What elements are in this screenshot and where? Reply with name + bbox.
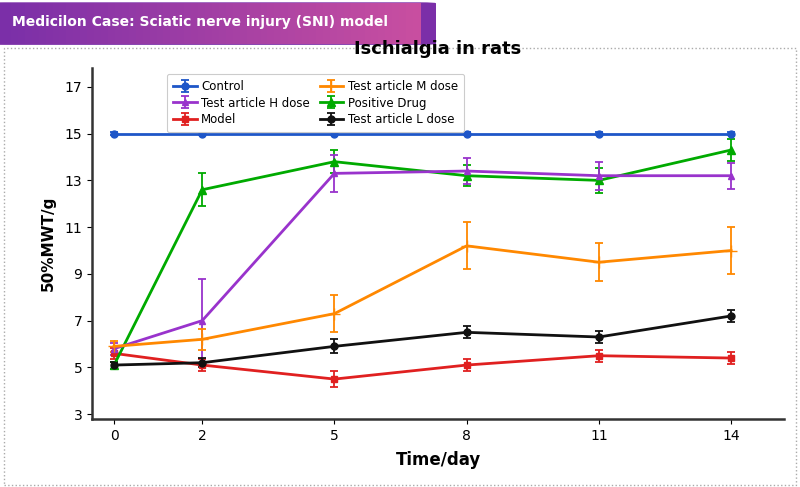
FancyBboxPatch shape <box>386 3 393 44</box>
FancyBboxPatch shape <box>365 3 372 44</box>
FancyBboxPatch shape <box>87 3 95 44</box>
Y-axis label: 50%MWT/g: 50%MWT/g <box>41 196 56 291</box>
FancyBboxPatch shape <box>330 3 338 44</box>
FancyBboxPatch shape <box>261 3 268 44</box>
FancyBboxPatch shape <box>184 3 192 44</box>
FancyBboxPatch shape <box>350 3 358 44</box>
FancyBboxPatch shape <box>32 3 39 44</box>
FancyBboxPatch shape <box>157 3 164 44</box>
FancyBboxPatch shape <box>163 3 171 44</box>
FancyBboxPatch shape <box>282 3 289 44</box>
FancyBboxPatch shape <box>178 3 185 44</box>
FancyBboxPatch shape <box>392 3 400 44</box>
FancyBboxPatch shape <box>344 3 351 44</box>
FancyBboxPatch shape <box>399 3 407 44</box>
FancyBboxPatch shape <box>316 3 324 44</box>
FancyBboxPatch shape <box>18 3 26 44</box>
FancyBboxPatch shape <box>274 3 282 44</box>
FancyBboxPatch shape <box>94 3 102 44</box>
FancyBboxPatch shape <box>226 3 234 44</box>
FancyBboxPatch shape <box>80 3 88 44</box>
FancyBboxPatch shape <box>233 3 241 44</box>
FancyBboxPatch shape <box>371 3 379 44</box>
FancyBboxPatch shape <box>115 3 122 44</box>
FancyBboxPatch shape <box>205 3 213 44</box>
FancyBboxPatch shape <box>25 3 33 44</box>
FancyBboxPatch shape <box>246 3 254 44</box>
FancyBboxPatch shape <box>122 3 130 44</box>
FancyBboxPatch shape <box>129 3 137 44</box>
FancyBboxPatch shape <box>38 3 46 44</box>
FancyBboxPatch shape <box>53 3 60 44</box>
FancyBboxPatch shape <box>254 3 262 44</box>
FancyBboxPatch shape <box>4 3 12 44</box>
FancyBboxPatch shape <box>295 3 303 44</box>
FancyBboxPatch shape <box>219 3 226 44</box>
FancyBboxPatch shape <box>302 3 310 44</box>
FancyBboxPatch shape <box>337 3 345 44</box>
FancyBboxPatch shape <box>108 3 116 44</box>
FancyBboxPatch shape <box>150 3 158 44</box>
Legend: Control, Test article H dose, Model, Test article M dose, Positive Drug, Test ar: Control, Test article H dose, Model, Tes… <box>167 74 464 132</box>
FancyBboxPatch shape <box>101 3 109 44</box>
FancyBboxPatch shape <box>267 3 275 44</box>
Text: Medicilon Case: Sciatic nerve injury (SNI) model: Medicilon Case: Sciatic nerve injury (SN… <box>12 15 388 29</box>
X-axis label: Time/day: Time/day <box>395 451 481 469</box>
FancyBboxPatch shape <box>0 2 436 45</box>
FancyBboxPatch shape <box>288 3 296 44</box>
FancyBboxPatch shape <box>66 3 74 44</box>
FancyBboxPatch shape <box>309 3 317 44</box>
FancyBboxPatch shape <box>46 3 54 44</box>
FancyBboxPatch shape <box>198 3 206 44</box>
FancyBboxPatch shape <box>170 3 178 44</box>
FancyBboxPatch shape <box>358 3 366 44</box>
FancyBboxPatch shape <box>59 3 67 44</box>
FancyBboxPatch shape <box>413 3 421 44</box>
FancyBboxPatch shape <box>323 3 330 44</box>
FancyBboxPatch shape <box>191 3 199 44</box>
FancyBboxPatch shape <box>11 3 18 44</box>
FancyBboxPatch shape <box>142 3 150 44</box>
FancyBboxPatch shape <box>74 3 81 44</box>
FancyBboxPatch shape <box>240 3 247 44</box>
FancyBboxPatch shape <box>136 3 143 44</box>
FancyBboxPatch shape <box>212 3 220 44</box>
Title: Ischialgia in rats: Ischialgia in rats <box>354 40 522 58</box>
FancyBboxPatch shape <box>378 3 386 44</box>
FancyBboxPatch shape <box>406 3 414 44</box>
